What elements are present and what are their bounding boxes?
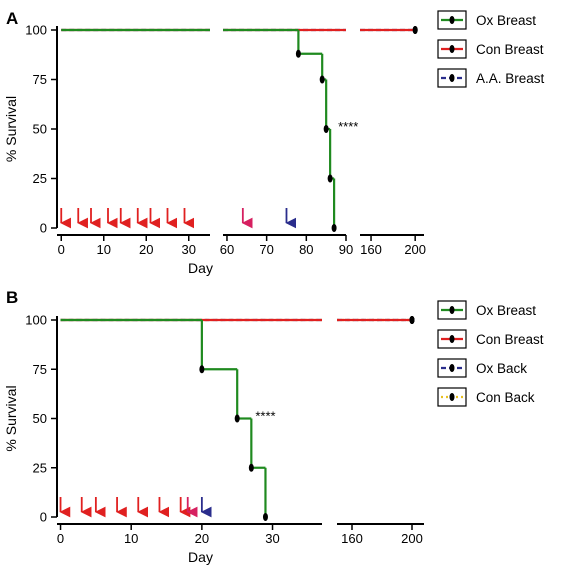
y-tick-label: 100	[25, 313, 47, 328]
legend-item: Ox Breast	[437, 10, 536, 30]
data-point	[412, 26, 418, 34]
legend-swatch-marker	[449, 335, 455, 343]
legend-label: A.A. Breast	[476, 71, 545, 86]
legend-label: Con Breast	[476, 332, 544, 347]
x-tick-label: 160	[341, 531, 363, 546]
legend: Ox Breast Con Breast Ox Back Con Back	[437, 300, 544, 407]
x-tick-label: 0	[58, 242, 65, 257]
y-tick-label: 25	[33, 460, 47, 475]
data-point	[295, 49, 301, 58]
legend-swatch-marker	[449, 74, 455, 82]
x-tick-label: 30	[182, 242, 196, 257]
legend-item: Ox Back	[437, 358, 527, 378]
data-point	[323, 125, 329, 133]
panel-a: A 0 25 50 75 100 % Survival 0 10 20 30 60 70 80 90 160 2…	[3, 9, 545, 276]
legend-item: Con Breast	[437, 39, 544, 59]
y-tick-label: 75	[33, 72, 47, 87]
legend-label: Ox Breast	[476, 13, 536, 28]
legend: Ox Breast Con Breast A.A. Breast	[437, 10, 545, 88]
legend-swatch-marker	[449, 393, 455, 401]
legend-label: Con Back	[476, 390, 535, 405]
x-tick-label: 90	[339, 242, 353, 257]
y-tick-label: 0	[40, 510, 47, 525]
x-tick-label: 70	[259, 242, 273, 257]
x-tick-label: 200	[401, 531, 423, 546]
y-tick-label: 50	[33, 411, 47, 426]
legend-item: Ox Breast	[437, 300, 536, 320]
legend-item: Con Back	[437, 387, 535, 407]
data-point	[248, 463, 254, 472]
legend-swatch-marker	[449, 306, 455, 314]
x-tick-label: 80	[299, 242, 313, 257]
x-axis-label: Day	[188, 549, 213, 565]
x-tick-label: 10	[124, 531, 138, 546]
significance-annotation: ****	[255, 409, 275, 424]
series-ox-breast	[61, 28, 337, 232]
data-point	[199, 365, 205, 374]
legend-label: Con Breast	[476, 42, 544, 57]
x-tick-label: 10	[97, 242, 111, 257]
x-tick-label: 200	[404, 242, 426, 257]
panel-b: B 0 25 50 75 100 % Survival 0 10 20 30 160 200 Day ***…	[3, 288, 544, 565]
legend-label: Ox Back	[476, 361, 527, 376]
legend-item: A.A. Breast	[437, 68, 545, 88]
data-point	[319, 75, 325, 84]
y-tick-label: 75	[33, 362, 47, 377]
x-tick-label: 160	[360, 242, 382, 257]
data-point	[409, 316, 415, 324]
y-tick-label: 25	[33, 171, 47, 186]
data-point	[327, 174, 333, 183]
y-tick-label: 100	[25, 23, 47, 38]
panel-label: A	[6, 9, 18, 28]
x-tick-label: 20	[195, 531, 209, 546]
y-axis-label: % Survival	[3, 96, 19, 162]
y-tick-label: 0	[40, 221, 47, 236]
legend-item: Con Breast	[437, 329, 544, 349]
legend-swatch-marker	[449, 45, 455, 53]
data-point	[331, 224, 337, 232]
significance-annotation: ****	[338, 119, 358, 134]
legend-swatch-marker	[449, 16, 455, 24]
legend-label: Ox Breast	[476, 303, 536, 318]
series-ox-breast	[60, 318, 268, 521]
x-tick-label: 0	[57, 531, 64, 546]
y-axis-label: % Survival	[3, 385, 19, 451]
x-tick-label: 60	[220, 242, 234, 257]
x-tick-label: 30	[265, 531, 279, 546]
panel-label: B	[6, 288, 18, 307]
data-point	[262, 513, 268, 521]
data-point	[234, 414, 240, 423]
x-tick-label: 20	[139, 242, 153, 257]
x-axis-label: Day	[188, 260, 213, 276]
y-tick-label: 50	[33, 122, 47, 137]
legend-swatch-marker	[449, 364, 455, 372]
